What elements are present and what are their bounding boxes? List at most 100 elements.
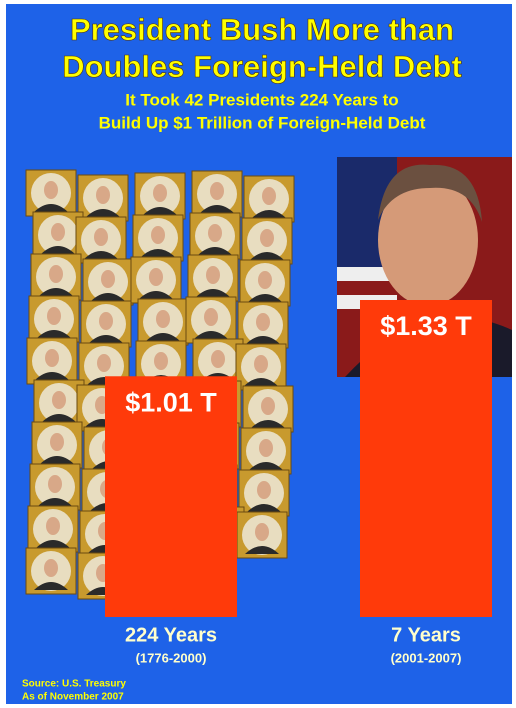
period-label: (1776-2000) [136, 650, 207, 665]
portrait [28, 295, 80, 343]
portrait-body [196, 289, 230, 297]
portrait-body [146, 333, 180, 341]
portrait-face [45, 349, 59, 367]
portrait-body [246, 336, 280, 344]
source: Source: U.S. Treasury [22, 679, 126, 690]
portrait-face [51, 223, 65, 241]
portrait-face [259, 439, 273, 457]
portrait [33, 379, 85, 427]
portrait-face [210, 182, 224, 200]
x-tick-label: 7 Years [391, 624, 461, 646]
portrait [130, 256, 182, 304]
subtitle: It Took 42 Presidents 224 Years to [125, 90, 398, 109]
portrait-body [245, 546, 279, 554]
portrait [26, 337, 78, 385]
portrait [132, 214, 184, 262]
portrait-face [156, 310, 170, 328]
portrait-face [149, 268, 163, 286]
portrait-face [211, 350, 225, 368]
portrait-face [47, 307, 61, 325]
portrait-face [258, 271, 272, 289]
portrait-body [86, 209, 120, 217]
portrait-face [153, 184, 167, 202]
flag-stripe [337, 267, 397, 281]
portrait [191, 170, 243, 218]
portrait-face [44, 559, 58, 577]
portrait-face [94, 228, 108, 246]
portrait [25, 547, 77, 595]
portrait-face [48, 475, 62, 493]
portrait-face [44, 181, 58, 199]
portrait-body [249, 462, 283, 470]
portrait-body [35, 372, 69, 380]
portrait [29, 463, 81, 511]
portrait-body [37, 330, 71, 338]
portrait-body [39, 288, 73, 296]
portrait [137, 298, 189, 346]
portrait-body [84, 251, 118, 259]
portrait [238, 469, 290, 517]
portrait-body [200, 205, 234, 213]
portrait [32, 211, 84, 259]
x-tick-label: 224 Years [125, 624, 217, 646]
face [378, 174, 478, 306]
portrait-face [49, 265, 63, 283]
portrait [235, 343, 287, 391]
portrait [134, 172, 186, 220]
portrait [189, 212, 241, 260]
portrait [75, 216, 127, 264]
portrait [187, 254, 239, 302]
portrait [82, 258, 134, 306]
bar [105, 376, 237, 617]
portrait [25, 169, 77, 217]
portrait [240, 427, 292, 475]
portrait-body [38, 498, 72, 506]
portrait-body [139, 291, 173, 299]
portrait [30, 253, 82, 301]
portrait [185, 296, 237, 344]
bar [360, 300, 492, 617]
portrait-face [262, 187, 276, 205]
portrait-body [247, 504, 281, 512]
portrait-body [248, 294, 282, 302]
portrait-face [254, 355, 268, 373]
portrait-body [36, 540, 70, 548]
portrait-body [194, 331, 228, 339]
chart-title: Doubles Foreign-Held Debt [62, 49, 462, 84]
portrait-body [251, 420, 285, 428]
hair [378, 164, 482, 222]
portrait-face [206, 266, 220, 284]
portrait [239, 259, 291, 307]
portrait-face [208, 224, 222, 242]
portrait-body [41, 246, 75, 254]
portrait-body [34, 204, 68, 212]
portrait [241, 217, 293, 265]
portrait-face [260, 229, 274, 247]
value-label: $1.01 T [125, 387, 217, 417]
portrait [31, 421, 83, 469]
portrait [237, 301, 289, 349]
portrait-body [250, 252, 284, 260]
portrait-face [257, 481, 271, 499]
portrait-face [256, 313, 270, 331]
subtitle: Build Up $1 Trillion of Foreign-Held Deb… [99, 113, 426, 132]
portrait-face [50, 433, 64, 451]
portrait [77, 174, 129, 222]
portrait [242, 385, 294, 433]
period-label: (2001-2007) [391, 650, 462, 665]
portrait-face [151, 226, 165, 244]
portrait [243, 175, 295, 223]
portrait-body [198, 247, 232, 255]
portrait-body [141, 249, 175, 257]
portrait-face [46, 517, 60, 535]
source: As of November 2007 [22, 692, 124, 703]
portrait-face [52, 391, 66, 409]
portrait [80, 300, 132, 348]
portrait-face [99, 312, 113, 330]
portrait-body [244, 378, 278, 386]
portrait-face [261, 397, 275, 415]
portrait-body [143, 207, 177, 215]
portrait-face [96, 186, 110, 204]
portrait-face [255, 523, 269, 541]
